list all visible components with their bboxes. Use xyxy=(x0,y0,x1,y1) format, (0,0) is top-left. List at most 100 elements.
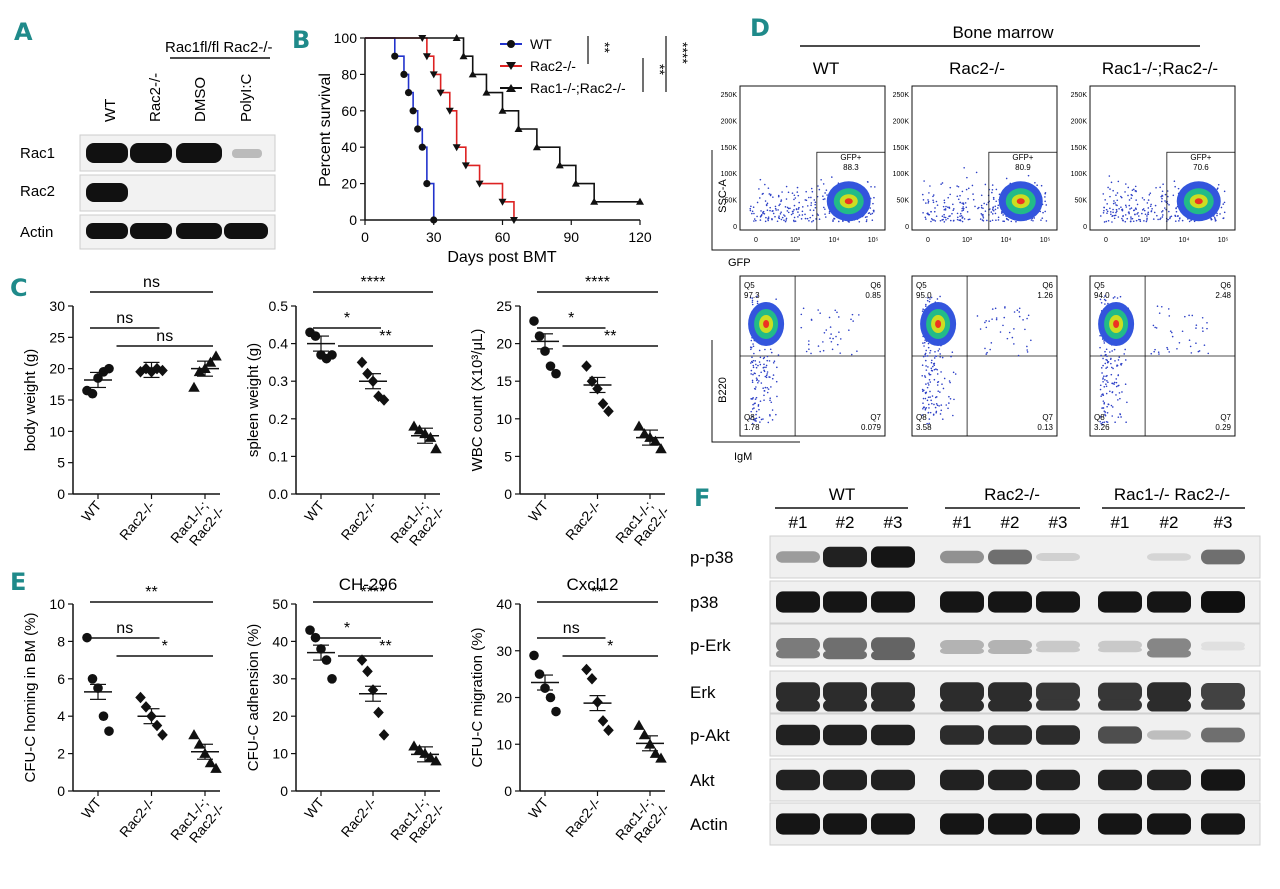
event-dot xyxy=(755,366,758,369)
event-dot xyxy=(921,374,924,377)
ytick-label: 10 xyxy=(49,596,65,612)
event-dot xyxy=(774,205,777,208)
event-dot xyxy=(1168,351,1170,353)
event-dot xyxy=(1120,195,1122,198)
data-point xyxy=(210,350,222,361)
event-dot xyxy=(922,397,925,400)
panel-b-xlabel: Days post BMT xyxy=(447,249,557,266)
event-dot xyxy=(804,213,806,216)
event-dot xyxy=(1206,327,1208,330)
event-dot xyxy=(751,415,754,418)
blot-band xyxy=(940,682,984,702)
ytick-label: 10 xyxy=(272,746,288,762)
event-dot xyxy=(1127,194,1129,197)
event-dot xyxy=(820,178,822,181)
data-point xyxy=(408,420,420,431)
event-dot xyxy=(822,198,825,201)
event-dot xyxy=(1130,193,1133,196)
blot-band xyxy=(1147,638,1191,652)
event-dot xyxy=(1169,216,1172,218)
blot-band-lower xyxy=(776,699,820,712)
event-dot xyxy=(989,208,991,210)
event-dot xyxy=(781,216,784,219)
event-dot xyxy=(1166,348,1169,351)
event-dot xyxy=(936,368,939,371)
event-dot xyxy=(1108,175,1111,177)
event-dot xyxy=(1220,206,1223,209)
data-point xyxy=(638,428,651,439)
event-dot xyxy=(1112,211,1114,214)
event-dot xyxy=(755,377,758,379)
event-dot xyxy=(1113,381,1116,384)
event-dot xyxy=(751,398,754,400)
event-dot xyxy=(758,408,760,411)
data-point xyxy=(529,650,539,661)
blot-band xyxy=(871,769,915,791)
event-dot xyxy=(1113,217,1116,220)
event-dot xyxy=(921,193,924,196)
event-dot xyxy=(930,367,933,370)
flow-xtick: 10⁴ xyxy=(1001,237,1012,244)
event-dot xyxy=(766,371,769,373)
xtick-label: Rac1-/-;Rac2-/- xyxy=(387,790,448,854)
event-dot xyxy=(814,206,817,209)
event-dot xyxy=(767,217,770,220)
event-dot xyxy=(1005,217,1008,220)
legend-wt-marker xyxy=(507,40,515,48)
panel-d-bottom-axes-arrow xyxy=(711,340,800,443)
event-dot xyxy=(759,219,762,221)
event-dot xyxy=(1105,353,1107,356)
event-dot xyxy=(796,191,799,193)
event-dot xyxy=(828,316,831,319)
significance-label: ** xyxy=(145,584,157,601)
event-dot xyxy=(751,301,754,303)
lane-label: #3 xyxy=(884,513,903,532)
event-dot xyxy=(810,318,813,321)
event-dot xyxy=(749,207,752,210)
event-dot xyxy=(865,220,868,223)
event-dot xyxy=(874,186,876,188)
blot-band xyxy=(1036,769,1080,791)
event-dot xyxy=(1109,351,1111,353)
event-dot xyxy=(752,373,754,376)
event-dot xyxy=(766,359,769,362)
blot-row-label: Actin xyxy=(690,815,728,834)
event-dot xyxy=(930,218,933,220)
significance-label: ns xyxy=(116,620,133,637)
chart-c-0: 0 5 10 15 20 25 30 body weight (g) WT Rac2-/- Rac1… xyxy=(22,274,228,549)
event-dot xyxy=(750,369,753,372)
event-dot xyxy=(933,368,936,371)
event-dot xyxy=(935,403,938,405)
event-dot xyxy=(956,218,959,221)
event-dot xyxy=(755,410,758,413)
panel-d-col-rac2: Rac2-/- xyxy=(949,59,1005,78)
event-dot xyxy=(1210,218,1213,221)
event-dot xyxy=(758,349,761,352)
event-dot xyxy=(831,348,834,351)
event-dot xyxy=(1106,380,1108,382)
event-dot xyxy=(962,209,965,212)
chart-c-2: 0 5 10 15 20 25 WBC count (X10³/μL) WT Rac2-/- Ra… xyxy=(469,274,673,549)
event-dot xyxy=(769,193,772,196)
blot-band-lower xyxy=(1036,699,1080,711)
panel-d-top-axes-arrow xyxy=(711,150,800,251)
flow-xtick: 10⁵ xyxy=(1218,237,1229,244)
event-dot xyxy=(776,220,779,223)
data-point xyxy=(545,692,556,703)
data-point xyxy=(597,715,609,727)
event-dot xyxy=(822,206,825,209)
blot-band xyxy=(988,549,1032,565)
event-dot xyxy=(929,352,931,354)
ytick-label: 0 xyxy=(57,783,65,799)
event-dot xyxy=(1216,214,1218,217)
event-dot xyxy=(765,376,768,379)
xtick-label: WT xyxy=(525,794,552,821)
event-dot xyxy=(1190,352,1193,354)
event-dot xyxy=(1134,185,1137,188)
event-dot xyxy=(961,202,963,204)
event-dot xyxy=(945,404,948,406)
event-dot xyxy=(1117,384,1119,387)
event-dot xyxy=(1223,211,1226,214)
event-dot xyxy=(873,196,875,199)
event-dot xyxy=(811,220,813,223)
